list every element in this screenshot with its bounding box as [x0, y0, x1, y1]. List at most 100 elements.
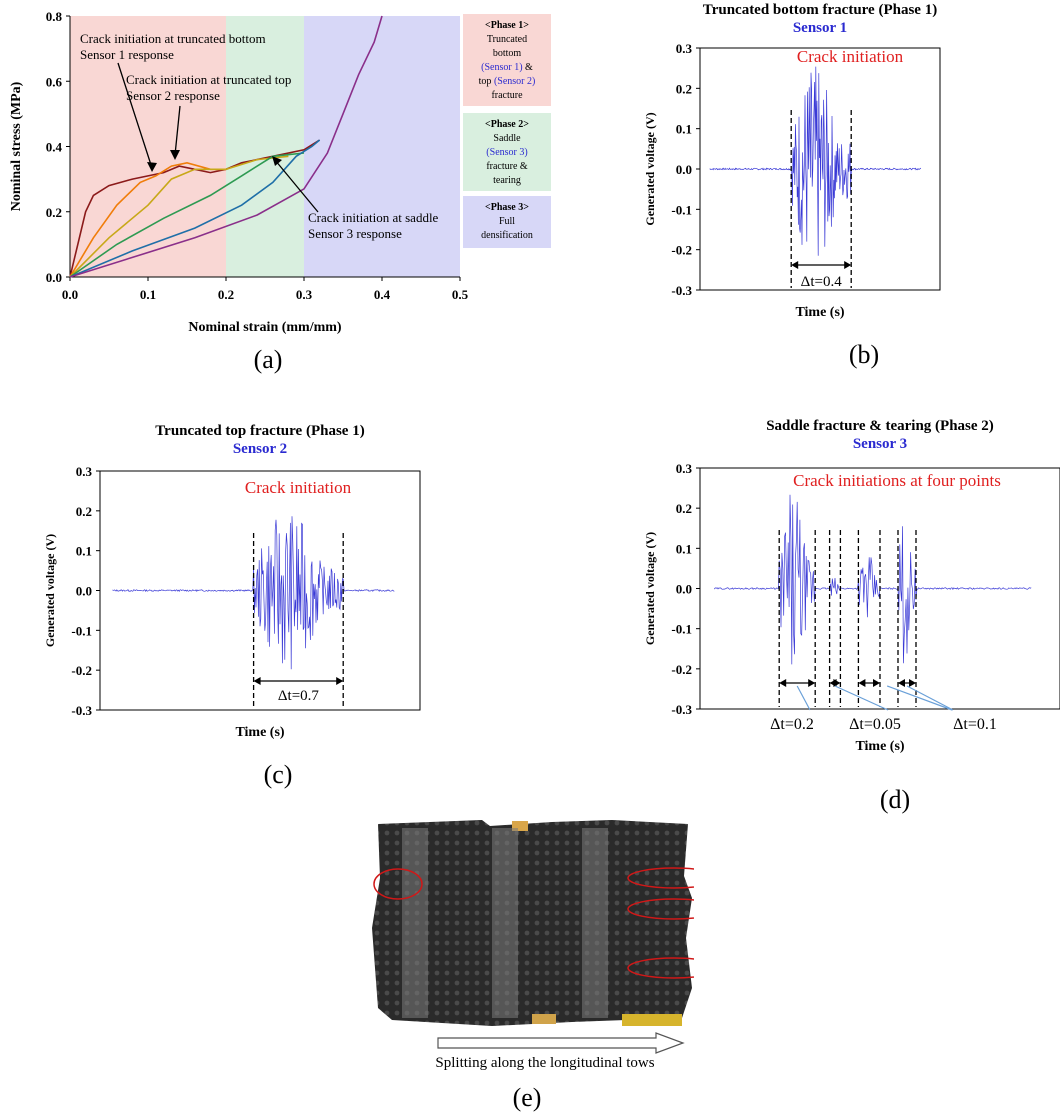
- panel-c-caption: (c): [263, 760, 293, 789]
- crack-annotation: Crack initiation: [797, 47, 904, 66]
- crack-annotation: Crack initiation: [245, 478, 352, 497]
- x-tick-label: 0.5: [452, 287, 469, 302]
- phase-box-title: <Phase 2>: [485, 119, 529, 130]
- annotation-text: Crack initiation at truncated bottom: [80, 31, 266, 46]
- chart-subtitle: Sensor 3: [853, 436, 907, 452]
- phase-box-line: tearing: [493, 175, 521, 186]
- x-tick-label: 0.3: [296, 287, 313, 302]
- dt-label: Δt=0.1: [953, 716, 997, 733]
- stress-strain-curve-2: [69, 161, 226, 278]
- y-tick-label: 0.3: [676, 41, 693, 56]
- y-tick-label: 0.0: [46, 270, 62, 285]
- panel-b-caption: (b): [848, 340, 880, 369]
- dt-arrowhead: [833, 679, 841, 687]
- voltage-signal: [112, 516, 395, 670]
- y-tick-label: -0.3: [671, 283, 692, 298]
- y-tick-label: 0.0: [676, 582, 692, 597]
- phase-box-title: <Phase 1>: [485, 20, 529, 31]
- y-tick-label: -0.3: [671, 702, 692, 717]
- annotation-text: Sensor 3 response: [308, 226, 402, 241]
- dt-arrowhead: [898, 679, 905, 687]
- y-tick-label: 0.2: [76, 504, 92, 519]
- annotation-arrow: [117, 62, 153, 169]
- phase-box-line: (Sensor 3): [486, 147, 527, 158]
- y-axis-label: Generated voltage (V): [643, 112, 657, 225]
- dt-arrowhead: [909, 679, 916, 687]
- y-tick-label: 0.8: [46, 9, 63, 24]
- phase-band-2: [226, 16, 304, 277]
- y-tick-label: 0.1: [676, 122, 692, 137]
- y-tick-label: 0.0: [676, 162, 692, 177]
- y-axis-label: Generated voltage (V): [643, 532, 657, 645]
- x-axis-label: Time (s): [855, 739, 904, 754]
- x-tick-label: 0.2: [218, 287, 234, 302]
- y-tick-label: 0.3: [76, 464, 93, 479]
- phase-box-line: Full: [499, 216, 515, 227]
- y-tick-label: -0.3: [71, 703, 92, 718]
- phase-box-line: Saddle: [493, 133, 521, 144]
- annotation-arrow: [274, 159, 319, 213]
- dt-label: Δt=0.05: [849, 716, 901, 733]
- stress-strain-curve-6: [69, 15, 383, 278]
- stress-strain-curve-5: [69, 139, 321, 278]
- dt-pointer: [906, 685, 954, 711]
- y-tick-label: -0.1: [71, 623, 92, 638]
- phase-box-line: fracture: [491, 90, 523, 101]
- phase-box-line: fracture &: [486, 161, 528, 172]
- y-tick-label: 0.6: [46, 74, 63, 89]
- dt-label: Δt=0.4: [801, 274, 843, 290]
- chart-title: Saddle fracture & tearing (Phase 2): [766, 418, 994, 434]
- dt-pointer: [834, 685, 889, 711]
- y-tick-label: 0.1: [76, 544, 92, 559]
- y-tick-label: 0.2: [676, 501, 692, 516]
- arrowhead: [272, 156, 282, 166]
- splitting-direction-arrow: [437, 1032, 685, 1054]
- dt-arrowhead: [791, 261, 799, 269]
- y-tick-label: 0.1: [676, 541, 692, 556]
- dt-arrowhead: [858, 679, 866, 687]
- dt-arrowhead: [808, 679, 816, 687]
- dt-label: Δt=0.2: [770, 716, 814, 733]
- annotation-text: Sensor 1 response: [80, 47, 174, 62]
- stress-strain-curve-4: [69, 152, 305, 278]
- panel-a-chart: 0.0 0.2 0.4 0.6 0.8 0.0 0.1 0.2 0.3 0.4 0.5 Nominal…: [9, 9, 551, 335]
- phase-box-line: Truncated: [487, 34, 527, 45]
- panel-a-caption: (a): [253, 345, 283, 374]
- voltage-signal: [709, 66, 922, 256]
- dt-arrowhead: [844, 261, 852, 269]
- x-axis-label: Time (s): [795, 305, 844, 320]
- y-tick-label: 0.4: [46, 140, 63, 155]
- arrowhead: [170, 150, 180, 160]
- y-tick-label: -0.2: [71, 663, 92, 678]
- panel-c-chart: Truncated top fracture (Phase 1) Sensor 2…: [43, 423, 421, 740]
- y-axis-label: Nominal stress (MPa): [9, 81, 24, 211]
- y-tick-label: -0.1: [671, 202, 692, 217]
- annotation-text: Crack initiation at truncated top: [126, 72, 291, 87]
- phase-box-line: top (Sensor 2): [479, 76, 536, 87]
- arrowhead: [147, 162, 157, 172]
- stress-strain-curve-3: [69, 155, 289, 278]
- y-tick-label: 0.0: [76, 584, 92, 599]
- y-axis-label: Generated voltage (V): [43, 534, 57, 647]
- y-tick-label: -0.2: [671, 662, 692, 677]
- dt-arrowhead: [779, 679, 787, 687]
- phase-box-3: [463, 196, 551, 248]
- x-axis-label: Nominal strain (mm/mm): [188, 320, 342, 335]
- x-tick-label: 0.1: [140, 287, 156, 302]
- dt-arrowhead: [873, 679, 880, 687]
- panel-d-chart: Saddle fracture & tearing (Phase 2) Senso…: [643, 418, 1060, 754]
- phase-box-title: <Phase 3>: [485, 202, 529, 213]
- phase-box-line: densification: [481, 230, 533, 241]
- crack-annotation: Crack initiations at four points: [793, 471, 1001, 490]
- dt-label: Δt=0.7: [278, 688, 320, 704]
- phase-box-line: (Sensor 1) &: [481, 62, 533, 73]
- panel-e-caption: (e): [512, 1083, 542, 1112]
- panel-d-caption: (d): [879, 785, 911, 814]
- panel-b-chart: Truncated bottom fracture (Phase 1) Senso…: [643, 2, 941, 320]
- y-tick-label: -0.2: [671, 243, 692, 258]
- x-tick-label: 0.0: [62, 287, 78, 302]
- chart-title: Truncated top fracture (Phase 1): [155, 423, 364, 439]
- x-tick-label: 0.4: [374, 287, 391, 302]
- chart-title: Truncated bottom fracture (Phase 1): [703, 2, 937, 18]
- annotation-text: Crack initiation at saddle: [308, 210, 439, 225]
